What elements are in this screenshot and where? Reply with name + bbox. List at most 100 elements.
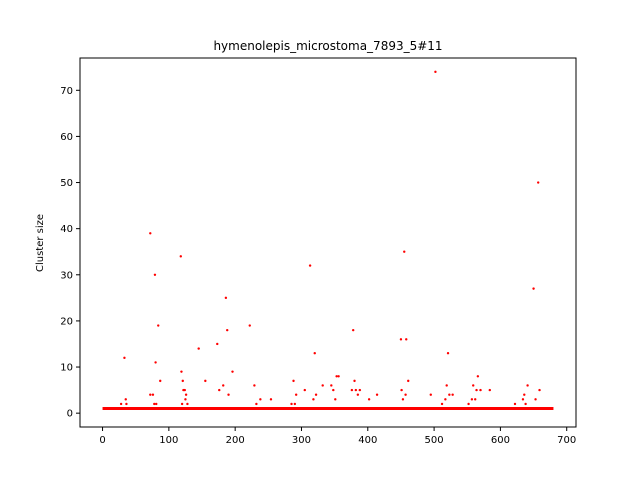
data-point [479, 388, 482, 392]
data-point [526, 384, 529, 387]
data-point [321, 384, 324, 387]
data-point [184, 398, 187, 401]
data-point [332, 388, 335, 392]
y-tick-label: 20 [60, 316, 73, 327]
x-tick-label: 100 [159, 435, 178, 446]
data-point [440, 402, 444, 406]
data-point [537, 181, 540, 184]
data-point [293, 402, 297, 406]
data-point [353, 379, 356, 383]
x-tick-label: 300 [292, 435, 311, 446]
data-point [253, 384, 256, 387]
y-axis-ticks: 0 10 20 30 40 50 60 70 [60, 86, 80, 420]
data-point [330, 384, 333, 387]
y-tick-label: 30 [60, 270, 73, 281]
data-point [180, 402, 184, 406]
data-point [313, 352, 316, 355]
y-tick-label: 70 [60, 86, 73, 97]
x-tick-label: 0 [99, 435, 105, 446]
data-point [451, 393, 454, 396]
data-point [407, 379, 410, 383]
data-point [303, 388, 306, 392]
data-point [472, 384, 475, 387]
data-point [151, 393, 155, 396]
data-point [523, 393, 526, 396]
data-point [149, 232, 152, 235]
data-point [351, 328, 355, 332]
data-point [216, 342, 219, 346]
data-point [404, 393, 407, 396]
data-point [292, 379, 295, 383]
data-point [475, 388, 478, 392]
chart-title: hymenolepis_microstoma_7893_5#11 [213, 39, 442, 53]
y-tick-label: 60 [60, 132, 73, 143]
data-point [314, 393, 318, 396]
data-point [204, 379, 207, 383]
x-tick-label: 700 [557, 435, 576, 446]
data-point [403, 250, 406, 253]
data-point [445, 384, 448, 387]
data-point [532, 287, 535, 290]
data-point [248, 324, 251, 327]
data-point [197, 347, 200, 350]
data-point [400, 388, 403, 392]
data-point [119, 402, 123, 406]
data-point [218, 388, 221, 392]
data-point [521, 398, 525, 401]
data-point [399, 338, 403, 341]
data-point [231, 370, 234, 373]
data-point [513, 402, 517, 406]
data-point [337, 375, 340, 378]
x-axis-ticks: 0 100 200 300 400 500 600 700 [99, 427, 576, 446]
data-point [222, 384, 225, 387]
y-tick-label: 0 [67, 409, 73, 420]
data-point [186, 402, 189, 406]
data-point [367, 398, 371, 401]
data-point [434, 70, 437, 74]
y-axis-label: Cluster size [35, 214, 46, 272]
data-point [356, 393, 360, 396]
data-point [153, 273, 157, 276]
data-point [444, 398, 447, 401]
data-point [429, 393, 432, 396]
x-tick-label: 200 [226, 435, 245, 446]
data-point [335, 375, 338, 378]
data-point [312, 398, 315, 401]
data-point [350, 388, 354, 392]
data-point [448, 393, 451, 396]
data-point [154, 361, 157, 364]
data-point [474, 398, 477, 401]
data-point [534, 398, 537, 401]
y-tick-label: 10 [60, 363, 73, 374]
data-point [269, 398, 273, 401]
data-point [125, 402, 128, 406]
data-point [149, 393, 152, 396]
data-point [488, 388, 491, 392]
data-point [159, 379, 162, 383]
data-point [524, 402, 527, 406]
data-point [334, 398, 337, 401]
data-point [153, 402, 156, 406]
data-point [476, 375, 480, 378]
data-point [354, 388, 358, 392]
data-point [259, 398, 262, 401]
data-point [179, 255, 182, 258]
data-point [401, 398, 405, 401]
data-point [123, 356, 126, 360]
x-tick-label: 600 [491, 435, 510, 446]
data-point [181, 379, 184, 383]
data-point [290, 402, 293, 406]
data-point [226, 328, 229, 332]
x-tick-label: 400 [358, 435, 377, 446]
data-point [124, 398, 127, 401]
data-point [294, 393, 298, 396]
data-point [184, 393, 188, 396]
plot-frame [79, 57, 577, 428]
data-point [227, 393, 230, 396]
data-point [180, 370, 183, 373]
data-point [467, 402, 470, 406]
data-point [183, 388, 186, 392]
data-point [157, 324, 160, 327]
